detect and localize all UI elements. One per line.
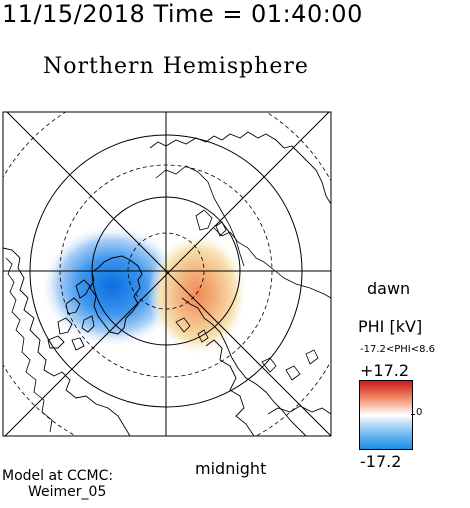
svalbard-coastline — [195, 209, 227, 237]
europe-coastline — [181, 297, 307, 436]
legend-min-label: -17.2 — [360, 452, 402, 471]
hemisphere-title: Northern Hemisphere — [43, 54, 309, 79]
timestamp-title: 11/15/2018 Time = 01:40:00 — [2, 0, 363, 28]
colorbar-zero-label: 0 — [416, 407, 423, 418]
dawn-label: dawn — [367, 279, 411, 298]
credit-model-label: Model at CCMC: — [2, 468, 114, 484]
arctic-coast-east — [213, 227, 331, 299]
legend-max-label: +17.2 — [360, 361, 410, 380]
midnight-label: midnight — [195, 459, 267, 478]
polar-map — [0, 108, 336, 438]
mediterranean-coast — [267, 405, 331, 415]
north-america-coastline — [3, 247, 131, 436]
credit-model-name: Weimer_05 — [28, 484, 107, 500]
legend-range: -17.2<PHI<8.6 — [360, 344, 436, 355]
meridian-diagonal-b — [4, 112, 330, 436]
europe-islands — [175, 317, 319, 381]
arctic-islands-coastline — [47, 279, 95, 351]
colorbar — [359, 380, 413, 450]
positive-potential-cell — [148, 232, 248, 356]
scandinavia-coastline — [205, 339, 255, 436]
asia-coastline — [149, 131, 331, 205]
greenland-coastline — [89, 255, 143, 335]
asia-interior-coast — [155, 165, 245, 267]
legend-title: PHI [kV] — [358, 317, 423, 336]
negative-potential-cell — [40, 224, 184, 348]
colorbar-zero-tick — [411, 414, 415, 415]
polar-map-svg — [2, 111, 332, 437]
west-coast-inlets — [5, 257, 53, 433]
